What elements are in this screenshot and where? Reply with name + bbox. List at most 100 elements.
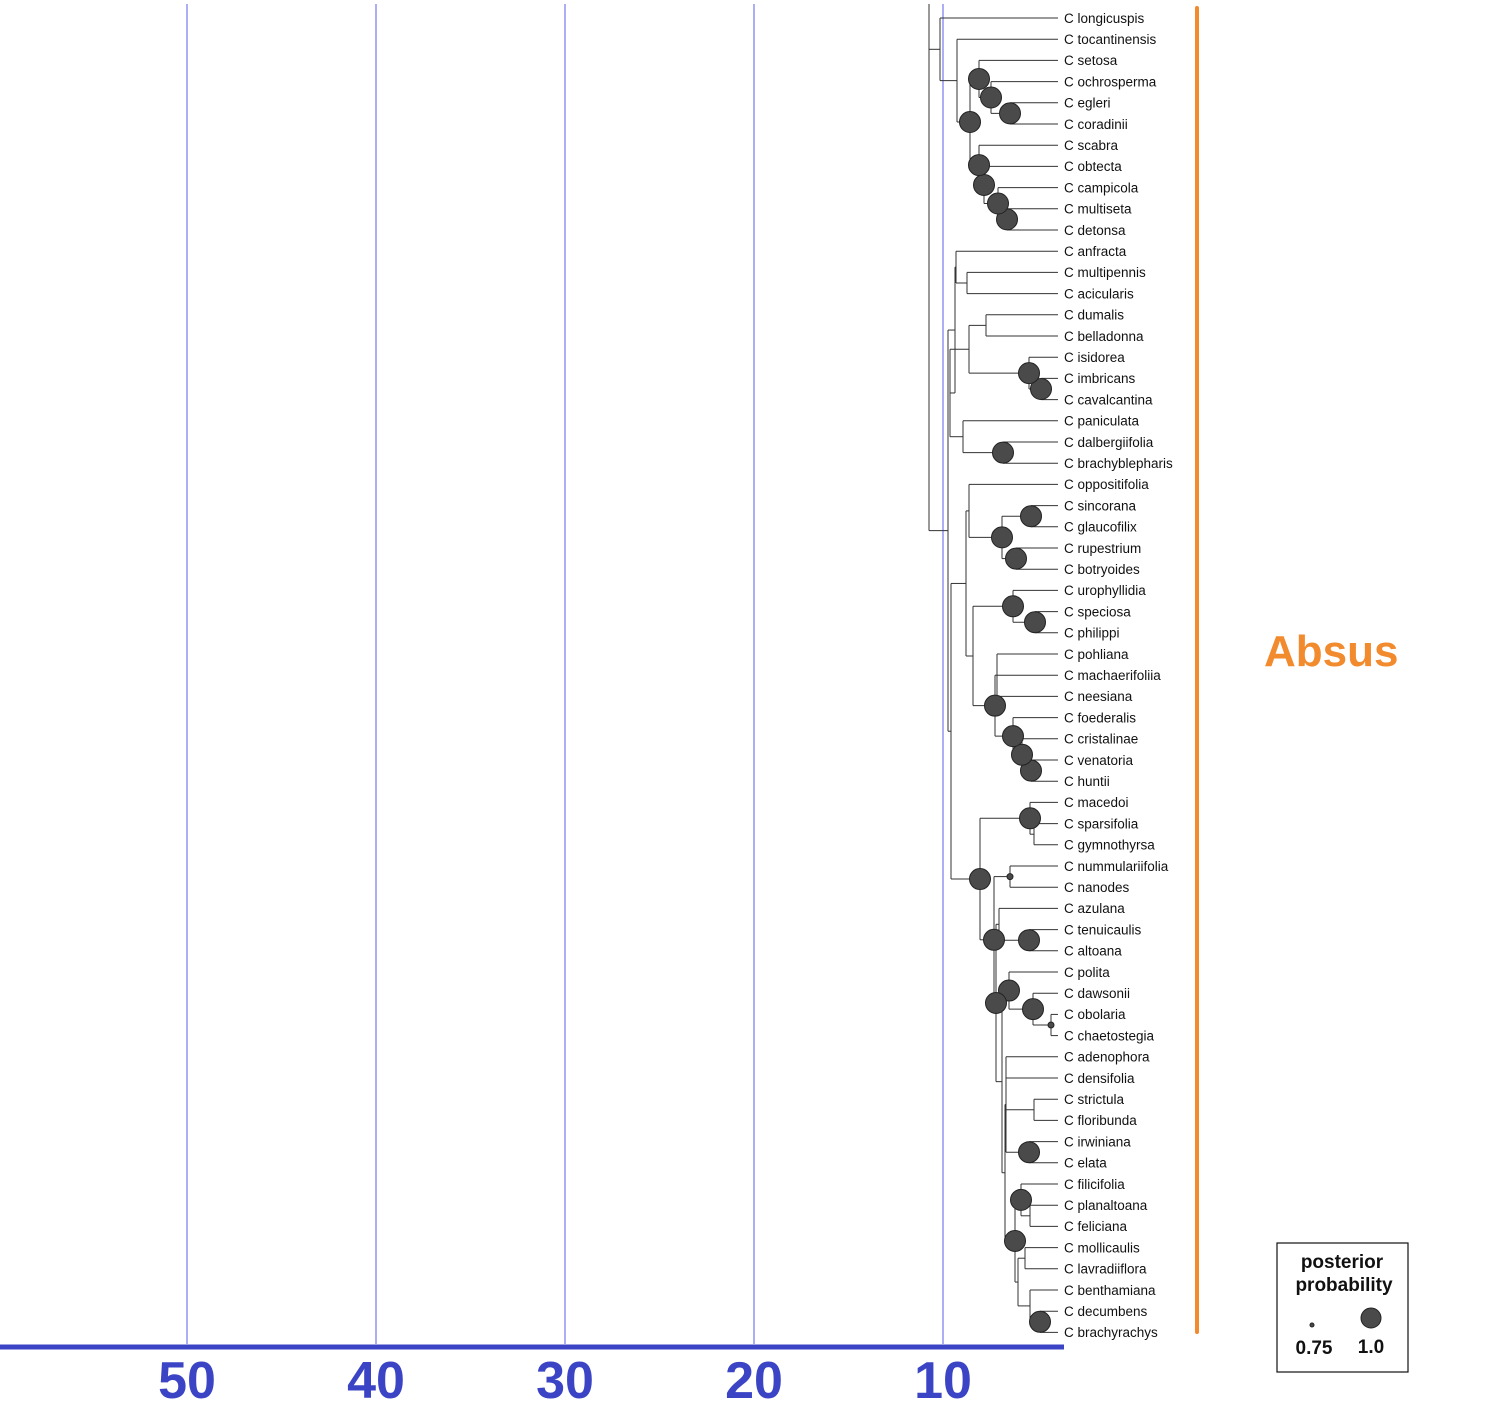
taxon-label: C pohliana	[1064, 647, 1129, 662]
taxon-label: C glaucofilix	[1064, 520, 1137, 535]
taxon-label: C gymnothyrsa	[1064, 838, 1155, 853]
taxon-label: C isidorea	[1064, 350, 1125, 365]
taxon-label: C mollicaulis	[1064, 1240, 1140, 1255]
taxon-label: C cavalcantina	[1064, 392, 1153, 407]
taxon-label: C strictula	[1064, 1092, 1125, 1107]
posterior-node-large	[980, 86, 1002, 109]
posterior-node-large	[1005, 547, 1027, 570]
taxon-label: C floribunda	[1064, 1113, 1137, 1128]
legend-small-node-icon	[1309, 1322, 1315, 1328]
posterior-node-large	[987, 192, 1009, 215]
taxon-label: C cristalinae	[1064, 732, 1138, 747]
posterior-node-large	[983, 928, 1005, 951]
posterior-node-small	[1006, 873, 1014, 881]
taxon-label: C densifolia	[1064, 1071, 1135, 1086]
posterior-node-large	[959, 111, 981, 134]
posterior-node-large	[1020, 505, 1042, 528]
posterior-node-large	[1022, 998, 1044, 1021]
taxon-label: C brachyrachys	[1064, 1325, 1158, 1340]
taxon-label: C philippi	[1064, 626, 1120, 641]
posterior-node-large	[1018, 929, 1040, 952]
posterior-node-large	[985, 991, 1007, 1014]
taxon-label: C dalbergiifolia	[1064, 435, 1154, 450]
taxon-label: C rupestrium	[1064, 541, 1141, 556]
posterior-node-large	[1029, 1310, 1051, 1333]
taxon-label: C multipennis	[1064, 265, 1146, 280]
taxon-label: C adenophora	[1064, 1050, 1150, 1065]
legend-title-line2: probability	[1295, 1275, 1393, 1296]
taxon-label: C filicifolia	[1064, 1177, 1125, 1192]
taxon-label: C dumalis	[1064, 308, 1124, 323]
posterior-node-large	[992, 441, 1014, 464]
taxon-label: C belladonna	[1064, 329, 1144, 344]
posterior-nodes	[959, 67, 1055, 1333]
taxon-label: C macedoi	[1064, 795, 1129, 810]
taxon-label: C venatoria	[1064, 753, 1134, 768]
tick-label-20: 20	[725, 1352, 783, 1409]
posterior-node-large	[1018, 1141, 1040, 1164]
taxon-label: C multiseta	[1064, 202, 1132, 217]
taxon-label: C irwiniana	[1064, 1134, 1131, 1149]
posterior-node-large	[1024, 611, 1046, 634]
taxon-label: C machaerifoliia	[1064, 668, 1161, 683]
posterior-legend: posterior probability 0.75 1.0	[1276, 1242, 1409, 1373]
tick-label-40: 40	[347, 1352, 405, 1409]
clade-label: Absus	[1264, 627, 1398, 676]
taxon-label: C oppositifolia	[1064, 477, 1149, 492]
legend-title-line1: posterior	[1301, 1252, 1384, 1273]
posterior-node-large	[1018, 362, 1040, 385]
taxon-label: C longicuspis	[1064, 11, 1145, 26]
taxon-label: C campicola	[1064, 180, 1139, 195]
taxon-label: C coradinii	[1064, 117, 1128, 132]
posterior-node-large	[991, 526, 1013, 549]
taxon-label: C sincorana	[1064, 498, 1137, 513]
taxon-label: C tocantinensis	[1064, 32, 1157, 47]
taxon-label: C sparsifolia	[1064, 816, 1139, 831]
taxon-label: C huntii	[1064, 774, 1110, 789]
posterior-node-large	[1002, 725, 1024, 748]
legend-box	[1276, 1242, 1409, 1373]
legend-large-label: 1.0	[1358, 1337, 1384, 1358]
taxon-label: C setosa	[1064, 53, 1118, 68]
legend-large-node-icon	[1360, 1307, 1382, 1329]
taxon-label: C acicularis	[1064, 286, 1134, 301]
taxon-label: C obtecta	[1064, 159, 1122, 174]
posterior-node-large	[1004, 1229, 1026, 1252]
posterior-node-large	[968, 154, 990, 177]
taxon-label: C brachyblepharis	[1064, 456, 1173, 471]
taxon-label: C azulana	[1064, 901, 1125, 916]
taxon-label: C urophyllidia	[1064, 583, 1146, 598]
taxon-label: C detonsa	[1064, 223, 1126, 238]
taxon-label: C benthamiana	[1064, 1283, 1156, 1298]
taxon-label: C decumbens	[1064, 1304, 1148, 1319]
taxon-label: C imbricans	[1064, 371, 1136, 386]
posterior-node-large	[1011, 743, 1033, 766]
taxon-label: C foederalis	[1064, 710, 1136, 725]
taxon-label: C neesiana	[1064, 689, 1133, 704]
posterior-node-large	[1010, 1188, 1032, 1211]
taxon-label: C nanodes	[1064, 880, 1130, 895]
taxon-label: C altoana	[1064, 944, 1122, 959]
time-gridlines	[186, 4, 944, 1344]
posterior-node-large	[968, 67, 990, 90]
taxon-label: C obolaria	[1064, 1007, 1126, 1022]
taxon-label: C botryoides	[1064, 562, 1140, 577]
tick-label-10: 10	[914, 1352, 972, 1409]
posterior-node-large	[969, 868, 991, 891]
posterior-node-large	[1002, 595, 1024, 618]
taxon-labels: C longicuspis C tocantinensis C setosa C oc…	[1064, 11, 1173, 1340]
posterior-node-small	[1047, 1021, 1055, 1029]
taxon-label: C feliciana	[1064, 1219, 1128, 1234]
taxon-label: C nummulariifolia	[1064, 859, 1169, 874]
taxon-label: C paniculata	[1064, 414, 1140, 429]
posterior-node-large	[1030, 378, 1052, 400]
legend-small-label: 0.75	[1296, 1338, 1333, 1359]
taxon-label: C speciosa	[1064, 604, 1131, 619]
taxon-label: C chaetostegia	[1064, 1028, 1155, 1043]
taxon-label: C dawsonii	[1064, 986, 1130, 1001]
taxon-label: C lavradiiflora	[1064, 1262, 1147, 1277]
taxon-label: C polita	[1064, 965, 1110, 980]
posterior-node-large	[1019, 807, 1041, 830]
tick-label-50: 50	[158, 1352, 216, 1409]
